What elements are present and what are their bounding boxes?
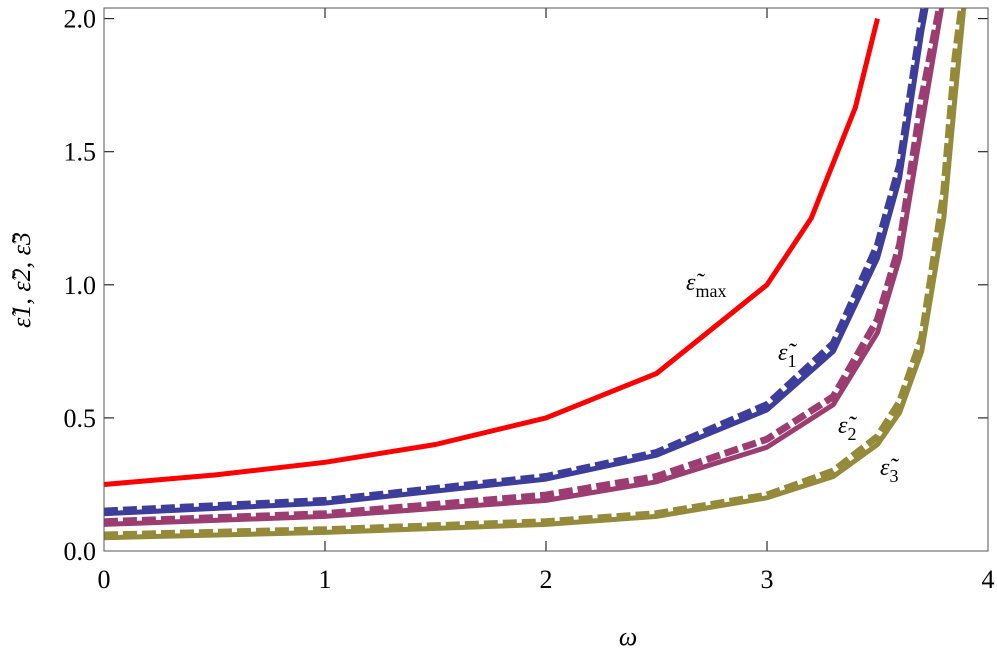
y-tick-label: 2.0	[64, 5, 97, 34]
plot-frame	[103, 7, 989, 552]
y-tick-label: 1.0	[64, 271, 97, 300]
series-line	[104, 8, 928, 515]
series-line	[104, 8, 929, 517]
annotation-subscript: 2	[847, 424, 856, 444]
annotation-subscript: max	[695, 281, 726, 301]
plot-area	[104, 8, 967, 541]
x-tick-label: 3	[761, 565, 774, 594]
annotation: ε̃1	[778, 340, 797, 371]
x-axis-label: ω	[619, 622, 637, 651]
annotation: ε̃2	[838, 413, 857, 444]
x-tick-label: 1	[319, 565, 332, 594]
x-tick-label: 0	[98, 565, 111, 594]
x-tick-label: 2	[540, 565, 553, 594]
annotation: ε̃3	[880, 455, 899, 486]
y-axis-label: ε̃1, ε̃2, ε̃3	[7, 232, 36, 328]
series-line	[104, 17, 880, 487]
series-line	[104, 8, 965, 539]
y-tick-label: 0.5	[64, 404, 97, 433]
series-line	[104, 8, 967, 541]
annotation-subscript: 1	[787, 351, 796, 371]
x-tick-label: 4	[982, 565, 995, 594]
y-tick-label: 1.5	[64, 138, 97, 167]
series-line	[104, 8, 943, 526]
series-line	[104, 8, 945, 527]
annotation: ε̃max	[686, 270, 726, 301]
annotation-subscript: 3	[889, 466, 898, 486]
y-tick-label: 0.0	[64, 537, 97, 566]
